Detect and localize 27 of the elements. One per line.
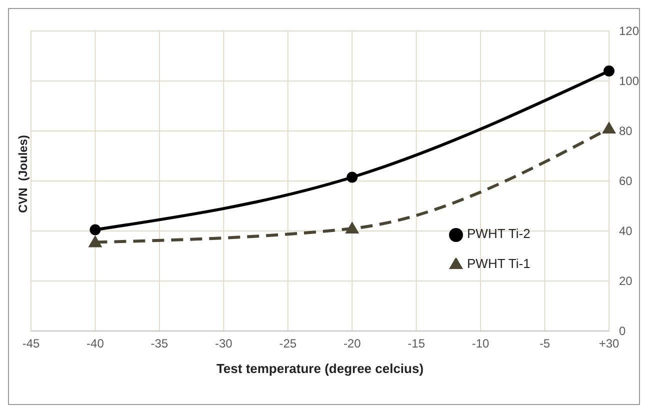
x-tick-label: -15 xyxy=(408,336,426,351)
point xyxy=(602,122,616,134)
x-tick-label: -25 xyxy=(279,336,297,351)
x-axis-title: Test temperature (degree celcius) xyxy=(216,361,424,376)
point xyxy=(90,224,101,236)
legend-label: PWHT Ti-2 xyxy=(467,226,530,241)
y-axis-title: CVN (Joules) xyxy=(16,134,30,214)
point xyxy=(604,66,614,76)
x-tick-label: +30 xyxy=(598,336,620,351)
x-tick-label: -20 xyxy=(343,336,362,351)
x-tick-label: -5 xyxy=(539,336,550,351)
point xyxy=(88,235,102,248)
y-tick-label: 0 xyxy=(619,324,626,338)
y-tick-label: 80 xyxy=(619,124,633,138)
y-tick-label: 120 xyxy=(619,24,640,38)
point xyxy=(345,222,360,234)
y-tick-label: 60 xyxy=(619,174,633,188)
y-tick-label: 100 xyxy=(619,74,640,88)
x-tick-label: -35 xyxy=(150,336,168,351)
y-tick-label: 20 xyxy=(619,274,633,288)
point xyxy=(346,172,358,183)
y-tick-label: 40 xyxy=(619,224,633,238)
legend-label: PWHT Ti-1 xyxy=(467,256,530,271)
x-tick-label: -45 xyxy=(22,336,40,351)
x-tick-label: -30 xyxy=(214,336,233,351)
x-tick-label: -10 xyxy=(472,336,490,351)
x-tick-label: -40 xyxy=(86,336,104,351)
